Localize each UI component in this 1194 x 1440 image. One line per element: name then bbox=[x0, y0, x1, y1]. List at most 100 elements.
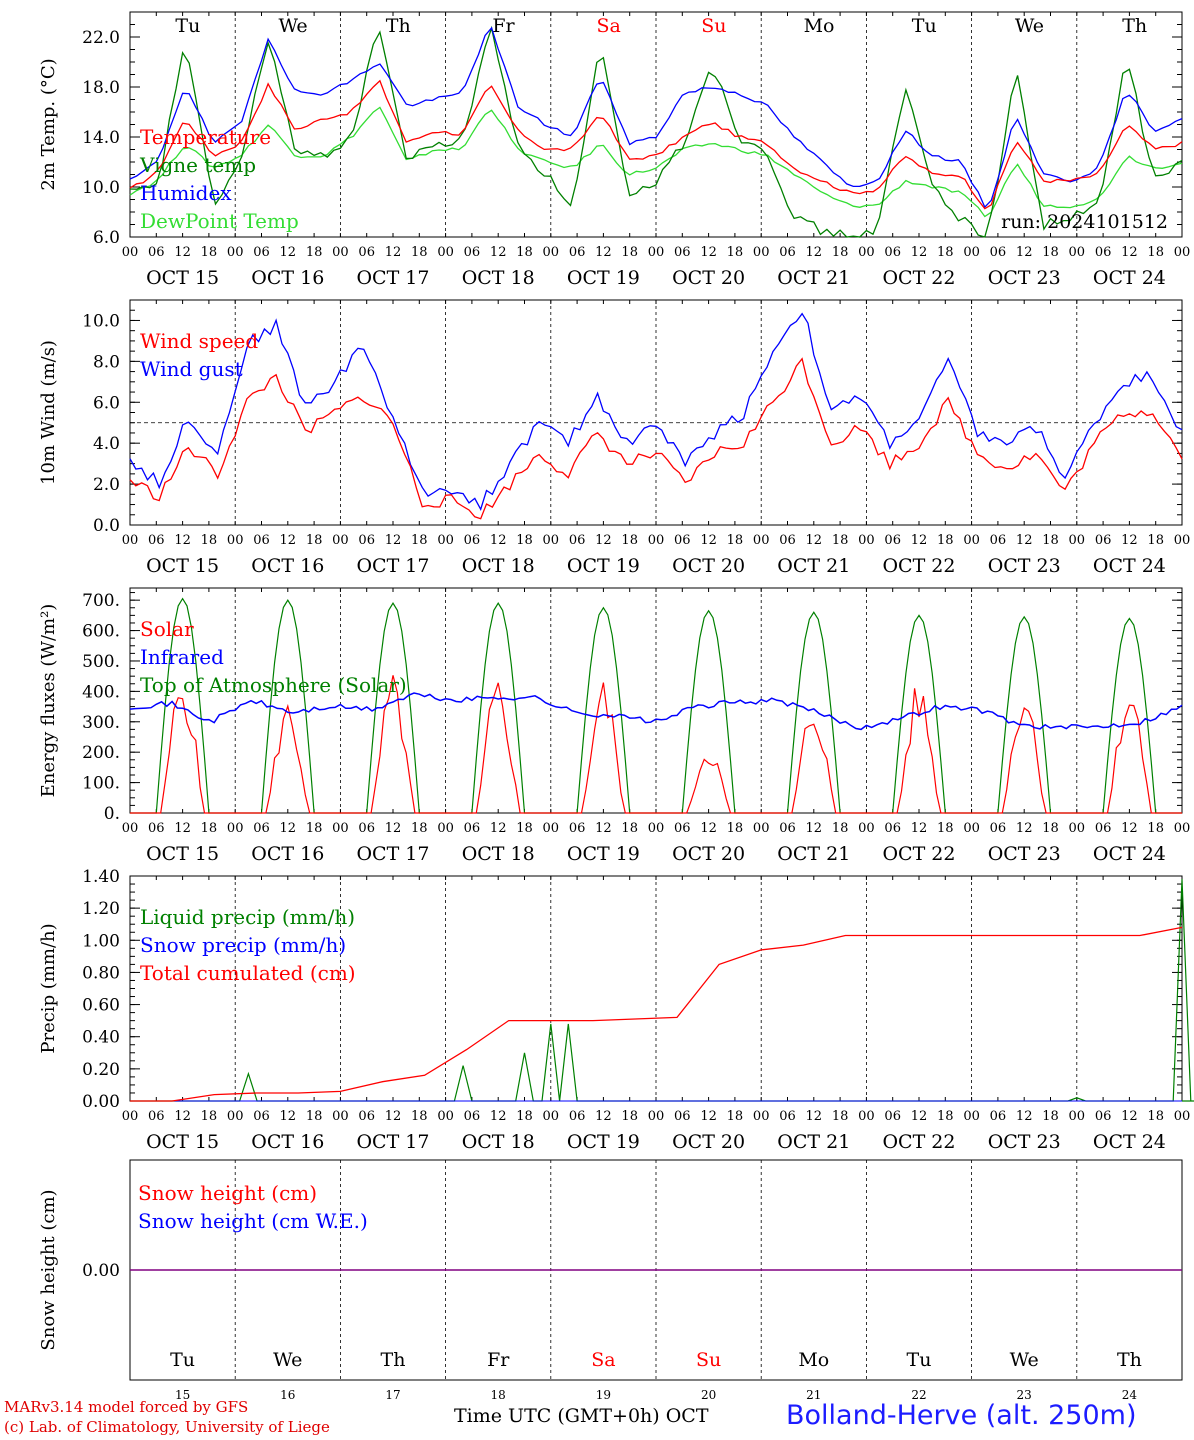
series-liquid-precip bbox=[130, 879, 1194, 1102]
date-label: OCT 17 bbox=[356, 267, 429, 289]
panel-frame bbox=[129, 299, 1183, 526]
y-tick-label: 700. bbox=[82, 591, 120, 611]
date-label: OCT 21 bbox=[777, 267, 850, 289]
y-tick-label: 14.0 bbox=[82, 128, 120, 148]
hour-label: 06 bbox=[358, 1109, 375, 1124]
weekday-label: Tu bbox=[170, 1349, 195, 1371]
date-label: OCT 23 bbox=[988, 267, 1061, 289]
date-label: OCT 16 bbox=[251, 267, 324, 289]
weekday-label: Th bbox=[386, 15, 411, 37]
hour-label: 00 bbox=[858, 533, 875, 548]
weekday-label: Su bbox=[696, 1349, 721, 1371]
hour-label: 12 bbox=[280, 533, 297, 548]
hour-label: 12 bbox=[490, 1109, 507, 1124]
hour-label: 12 bbox=[174, 245, 191, 260]
hour-label: 18 bbox=[621, 1109, 638, 1124]
hour-label: 00 bbox=[753, 533, 770, 548]
hour-label: 06 bbox=[464, 245, 481, 260]
hour-label: 06 bbox=[358, 821, 375, 836]
date-label: OCT 23 bbox=[988, 555, 1061, 577]
legend-snow-height-we: Snow height (cm W.E.) bbox=[138, 1209, 368, 1233]
series-wind-gust bbox=[129, 312, 1183, 511]
date-label: OCT 20 bbox=[672, 1131, 745, 1153]
hour-label: 12 bbox=[1016, 245, 1033, 260]
hour-label: 00 bbox=[122, 1109, 139, 1124]
y-tick-label: 0.20 bbox=[82, 1060, 120, 1080]
date-label: OCT 20 bbox=[672, 843, 745, 865]
hour-label: 12 bbox=[385, 821, 402, 836]
hour-label: 12 bbox=[1121, 245, 1138, 260]
day-number-label: 24 bbox=[1122, 1388, 1138, 1402]
hour-label: 12 bbox=[700, 821, 717, 836]
hour-label: 00 bbox=[963, 533, 980, 548]
hour-label: 06 bbox=[253, 533, 270, 548]
legend-solar: Solar bbox=[140, 617, 194, 641]
hour-label: 12 bbox=[806, 1109, 823, 1124]
y-tick-label: 18.0 bbox=[82, 78, 120, 98]
copyright: (c) Lab. of Climatology, University of L… bbox=[4, 1418, 330, 1436]
y-axis-label: Precip (mm/h) bbox=[38, 923, 59, 1053]
date-label: OCT 15 bbox=[146, 267, 219, 289]
hour-label: 00 bbox=[963, 1109, 980, 1124]
y-tick-label: 0. bbox=[104, 804, 120, 824]
hour-label: 12 bbox=[911, 1109, 928, 1124]
date-label: OCT 21 bbox=[777, 555, 850, 577]
date-label: OCT 16 bbox=[251, 1131, 324, 1153]
hour-label: 18 bbox=[621, 245, 638, 260]
day-number-label: 17 bbox=[385, 1388, 400, 1402]
hour-label: 00 bbox=[332, 533, 349, 548]
series-solar bbox=[130, 675, 1182, 814]
station-name: Bolland-Herve (alt. 250m) bbox=[786, 1400, 1137, 1431]
hour-label: 12 bbox=[490, 245, 507, 260]
series-wind-speed bbox=[129, 357, 1183, 520]
hour-label: 00 bbox=[543, 821, 560, 836]
y-tick-label: 100. bbox=[82, 774, 120, 794]
legend-dewpoint: DewPoint Temp bbox=[140, 209, 299, 233]
hour-label: 00 bbox=[227, 533, 244, 548]
hour-label: 12 bbox=[1121, 821, 1138, 836]
y-tick-label: 500. bbox=[82, 652, 120, 672]
date-label: OCT 15 bbox=[146, 1131, 219, 1153]
hour-label: 06 bbox=[148, 245, 165, 260]
date-label: OCT 18 bbox=[462, 555, 535, 577]
weekday-label: Th bbox=[381, 1349, 406, 1371]
date-label: OCT 17 bbox=[356, 555, 429, 577]
hour-label: 06 bbox=[253, 1109, 270, 1124]
hour-label: 18 bbox=[1147, 245, 1164, 260]
hour-label: 06 bbox=[674, 533, 691, 548]
day-number-label: 20 bbox=[701, 1388, 716, 1402]
hour-label: 18 bbox=[516, 1109, 533, 1124]
hour-label: 00 bbox=[1069, 533, 1086, 548]
hour-label: 00 bbox=[1069, 245, 1086, 260]
hour-label: 06 bbox=[253, 821, 270, 836]
hour-label: 06 bbox=[674, 1109, 691, 1124]
series-vigne-temp bbox=[129, 25, 1183, 238]
hour-label: 18 bbox=[621, 821, 638, 836]
hour-label: 06 bbox=[253, 245, 270, 260]
hour-label: 00 bbox=[648, 533, 665, 548]
legend-cumulated: Total cumulated (cm) bbox=[140, 961, 356, 985]
hour-label: 18 bbox=[411, 1109, 428, 1124]
hour-label: 00 bbox=[648, 245, 665, 260]
y-tick-label: 10.0 bbox=[82, 178, 120, 198]
panel-frame bbox=[129, 587, 1183, 814]
hour-label: 12 bbox=[700, 533, 717, 548]
panel-3: 00 06 12 18 00 06 12 18 00 06 12 18 00 06 12 18 00 06 12 18… bbox=[38, 587, 1190, 865]
y-tick-label: 600. bbox=[82, 622, 120, 642]
hour-label: 00 bbox=[437, 533, 454, 548]
panel-2: 00 06 12 18 00 06 12 18 00 06 12 18 00 06 12 18 00 06 12 18… bbox=[38, 299, 1190, 577]
hour-label: 06 bbox=[884, 1109, 901, 1124]
weekday-label: Tu bbox=[907, 1349, 932, 1371]
hour-label: 06 bbox=[358, 245, 375, 260]
hour-label: 00 bbox=[122, 533, 139, 548]
date-label: OCT 16 bbox=[251, 555, 324, 577]
hour-label: 00 bbox=[1069, 821, 1086, 836]
hour-label: 00 bbox=[437, 245, 454, 260]
hour-label: 18 bbox=[201, 1109, 218, 1124]
hour-label: 00 bbox=[437, 821, 454, 836]
panel-5: 0.00 Snow height (cm) Snow height (cm) Snow… bbox=[38, 1159, 1183, 1402]
hour-label: 18 bbox=[1042, 533, 1059, 548]
hour-label: 18 bbox=[516, 533, 533, 548]
date-label: OCT 20 bbox=[672, 555, 745, 577]
hour-label: 00 bbox=[648, 821, 665, 836]
